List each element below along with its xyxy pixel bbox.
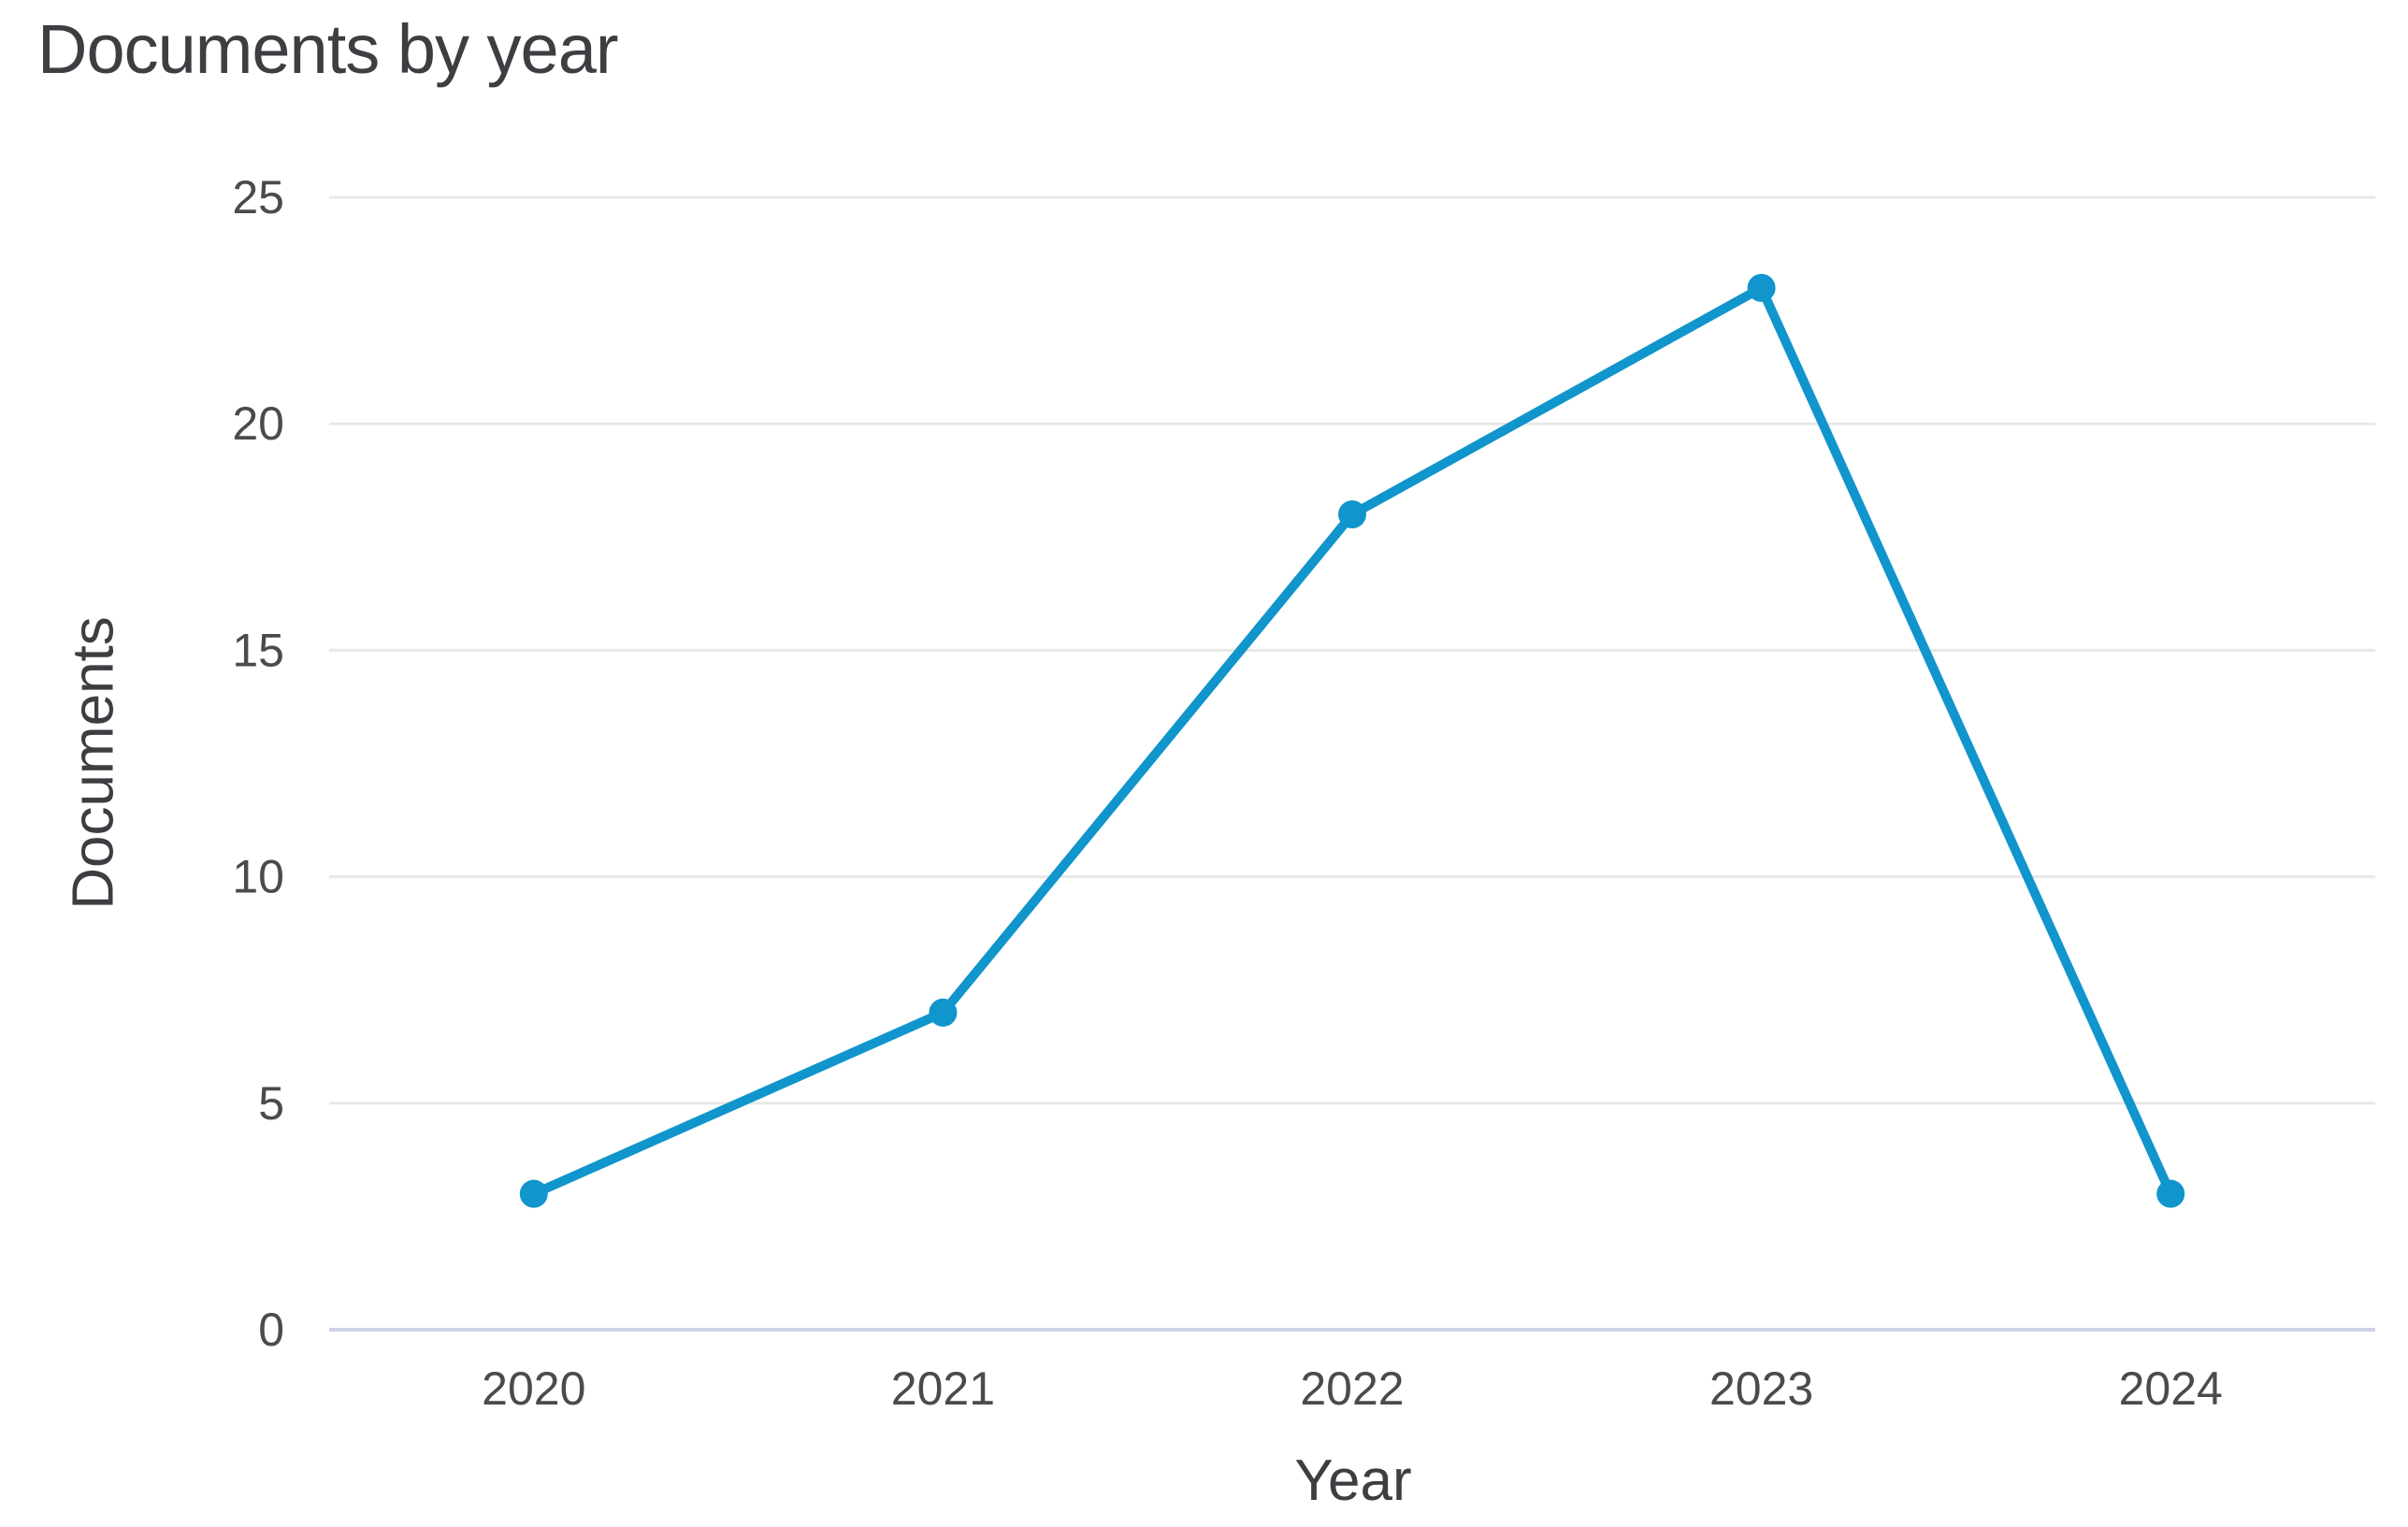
x-tick-label-2023: 2023 <box>1709 1362 1813 1415</box>
chart-title: Documents by year <box>37 10 618 88</box>
x-tick-label-2022: 2022 <box>1300 1362 1404 1415</box>
data-point-2023[interactable] <box>1747 273 1776 302</box>
data-point-2021[interactable] <box>929 998 958 1027</box>
y-tick-label-5: 5 <box>258 1077 284 1130</box>
y-tick-label-0: 0 <box>258 1304 284 1356</box>
y-tick-label-15: 15 <box>232 624 284 676</box>
x-axis-label: Year <box>1294 1448 1412 1513</box>
y-tick-label-20: 20 <box>232 397 284 450</box>
data-point-2024[interactable] <box>2156 1179 2185 1208</box>
x-tick-label-2020: 2020 <box>482 1362 585 1415</box>
y-tick-label-25: 25 <box>232 171 284 223</box>
x-tick-label-2024: 2024 <box>2119 1362 2223 1415</box>
data-point-2022[interactable] <box>1338 500 1366 529</box>
y-tick-label-10: 10 <box>232 851 284 903</box>
x-tick-label-2021: 2021 <box>891 1362 995 1415</box>
data-point-2020[interactable] <box>519 1179 548 1208</box>
